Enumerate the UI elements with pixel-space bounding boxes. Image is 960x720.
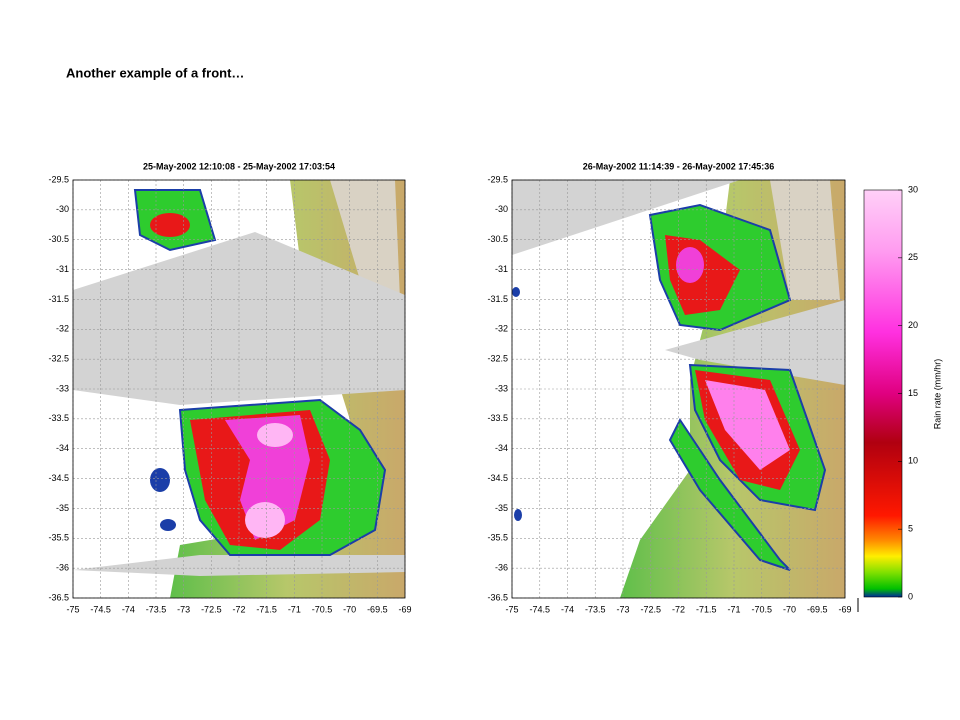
y-tick-label: -32.5 [487, 354, 508, 364]
x-tick-label: -69 [838, 604, 851, 614]
colorbar-label: Rain rate (mm/hr) [932, 359, 942, 430]
slide-title: Another example of a front… [66, 65, 244, 80]
x-tick-label: -74.5 [529, 604, 550, 614]
x-tick-label: -73 [616, 604, 629, 614]
y-tick-label: -32 [495, 324, 508, 334]
x-tick-label: -73.5 [585, 604, 606, 614]
colorbar [863, 189, 903, 598]
y-tick-label: -36.5 [487, 592, 508, 602]
y-tick-label: -30.5 [487, 234, 508, 244]
colorbar-tick-label: 30 [908, 184, 918, 194]
y-tick-label: -29.5 [487, 174, 508, 184]
x-tick-label: -75 [66, 604, 79, 614]
y-tick-label: -33 [495, 383, 508, 393]
x-tick-label: -74 [122, 604, 135, 614]
y-tick-label: -35 [56, 503, 69, 513]
x-tick-label: -71 [288, 604, 301, 614]
y-tick-label: -29.5 [48, 174, 69, 184]
map-frame [72, 179, 406, 599]
x-tick-label: -73.5 [146, 604, 167, 614]
x-tick-label: -73 [177, 604, 190, 614]
x-tick-label: -72 [232, 604, 245, 614]
colorbar-tick-label: 25 [908, 252, 918, 262]
y-tick-label: -30.5 [48, 234, 69, 244]
y-tick-label: -30 [56, 204, 69, 214]
x-tick-label: -69.5 [367, 604, 388, 614]
x-tick-label: -72 [672, 604, 685, 614]
x-tick-label: -69 [398, 604, 411, 614]
y-tick-label: -34.5 [48, 473, 69, 483]
y-tick-label: -34.5 [487, 473, 508, 483]
map-frame [511, 179, 846, 599]
x-tick-label: -75 [505, 604, 518, 614]
y-tick-label: -35.5 [487, 533, 508, 543]
x-tick-label: -70 [783, 604, 796, 614]
y-tick-label: -32.5 [48, 354, 69, 364]
y-tick-label: -31 [495, 264, 508, 274]
colorbar-tick-label: 15 [908, 388, 918, 398]
map-title: 26-May-2002 11:14:39 - 26-May-2002 17:45… [583, 161, 775, 171]
x-tick-label: -70 [343, 604, 356, 614]
x-tick-label: -69.5 [807, 604, 828, 614]
y-tick-label: -36 [495, 563, 508, 573]
x-tick-label: -70.5 [751, 604, 772, 614]
x-tick-label: -74.5 [90, 604, 111, 614]
y-tick-label: -36 [56, 563, 69, 573]
y-tick-label: -34 [495, 443, 508, 453]
y-tick-label: -33.5 [487, 413, 508, 423]
map-title: 25-May-2002 12:10:08 - 25-May-2002 17:03… [143, 161, 335, 171]
y-tick-label: -31.5 [487, 294, 508, 304]
y-tick-label: -30 [495, 204, 508, 214]
x-tick-label: -72.5 [640, 604, 661, 614]
y-tick-label: -31.5 [48, 294, 69, 304]
y-tick-label: -31 [56, 264, 69, 274]
x-tick-label: -74 [561, 604, 574, 614]
colorbar-tick-label: 10 [908, 456, 918, 466]
colorbar-tick-label: 5 [908, 524, 913, 534]
x-tick-label: -70.5 [312, 604, 333, 614]
y-tick-label: -33 [56, 383, 69, 393]
x-tick-label: -71.5 [696, 604, 717, 614]
y-tick-label: -35 [495, 503, 508, 513]
y-tick-label: -32 [56, 324, 69, 334]
x-tick-label: -71.5 [256, 604, 277, 614]
y-tick-label: -35.5 [48, 533, 69, 543]
x-tick-label: -71 [727, 604, 740, 614]
y-tick-label: -33.5 [48, 413, 69, 423]
colorbar-tick-label: 20 [908, 320, 918, 330]
y-tick-label: -36.5 [48, 592, 69, 602]
x-tick-label: -72.5 [201, 604, 222, 614]
colorbar-tick-label: 0 [908, 591, 913, 601]
y-tick-label: -34 [56, 443, 69, 453]
